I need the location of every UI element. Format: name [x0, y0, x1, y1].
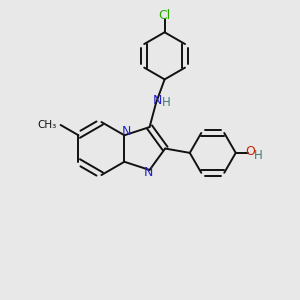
Text: CH₃: CH₃	[37, 120, 56, 130]
Text: H: H	[162, 96, 171, 109]
Text: N: N	[143, 167, 153, 179]
Text: N: N	[153, 94, 162, 107]
Text: H: H	[254, 149, 262, 162]
Text: Cl: Cl	[158, 9, 171, 22]
Text: O: O	[245, 146, 255, 158]
Text: N: N	[122, 125, 131, 138]
